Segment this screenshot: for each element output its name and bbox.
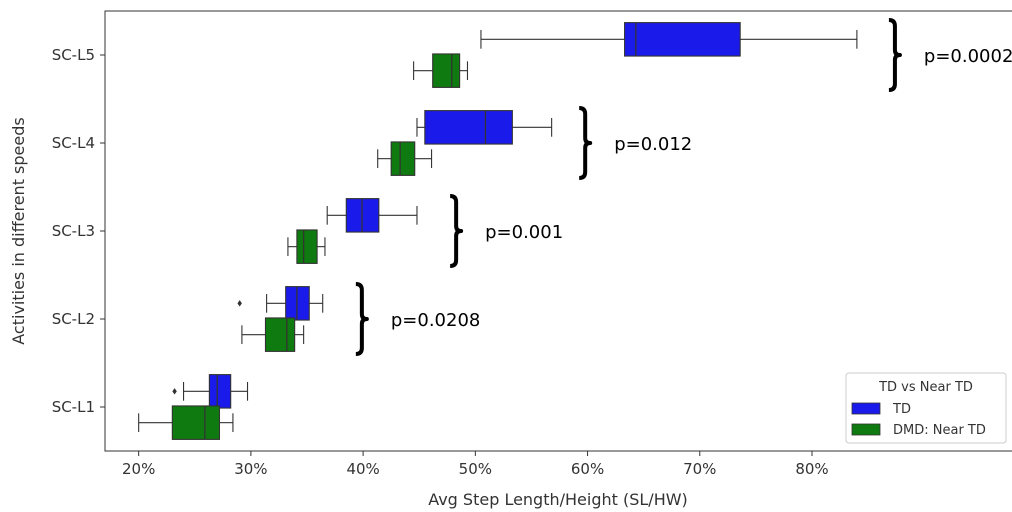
box-dmd-near-td-sc-l4 [377,141,433,176]
legend: TD vs Near TD TD DMD: Near TD [845,372,1007,444]
y-tick-label: SC-L4 [52,134,95,152]
significance-sc-l3: p=0.001 [450,194,563,268]
box-iqr [296,229,318,264]
box-dmd-near-td-sc-l3 [287,229,326,264]
p-value-label: p=0.012 [614,134,692,155]
y-axis-title: Activities in different speeds [9,117,28,344]
y-tick-label: SC-L3 [52,222,95,240]
significance-sc-l4: p=0.012 [579,106,692,180]
box-iqr [171,405,221,440]
legend-swatch-td [851,402,881,415]
p-value-label: p=0.0208 [391,310,481,331]
legend-title: TD vs Near TD [878,380,973,395]
x-tick-label: 20% [122,460,155,478]
y-axis: SC-L5 SC-L4 SC-L3 SC-L2 SC-L1 [52,46,105,416]
box-iqr [424,110,513,145]
box-td-sc-l2 [237,286,324,321]
legend-frame [845,372,1007,444]
box-iqr [624,22,741,57]
brackets-layer: p=0.0002 p=0.012 p=0.001 p=0.0208 [355,18,1012,356]
y-tick-label: SC-L1 [52,398,95,416]
curly-brace [888,18,902,92]
x-tick-label: 50% [459,460,492,478]
x-tick-label: 30% [234,460,267,478]
legend-label-td: TD [892,402,911,417]
box-iqr [264,317,296,352]
p-value-label: p=0.001 [485,222,563,243]
p-value-label: p=0.0002 [924,46,1012,67]
x-tick-label: 80% [795,460,828,478]
boxes-layer [138,22,858,440]
box-td-sc-l1 [172,374,249,409]
box-iqr [432,53,461,88]
x-axis-title: Avg Step Length/Height (SL/HW) [428,490,688,509]
box-td-sc-l4 [416,110,553,145]
legend-label-near-td: DMD: Near TD [893,423,986,438]
box-dmd-near-td-sc-l5 [413,53,469,88]
box-dmd-near-td-sc-l1 [138,405,234,440]
box-iqr [390,141,416,176]
y-tick-label: SC-L2 [52,310,95,328]
y-tick-label: SC-L5 [52,46,95,64]
box-dmd-near-td-sc-l2 [241,317,305,352]
curly-brace [579,106,593,180]
curly-brace [450,194,464,268]
outlier-point [237,300,242,307]
x-tick-label: 60% [571,460,604,478]
significance-sc-l2: p=0.0208 [355,282,481,356]
curly-brace [355,282,369,356]
x-tick-label: 40% [346,460,379,478]
x-axis: 20% 30% 40% 50% 60% 70% 80% [122,451,829,478]
box-td-sc-l3 [326,198,418,233]
box-iqr [208,374,232,409]
box-td-sc-l5 [480,22,858,57]
significance-sc-l5: p=0.0002 [888,18,1012,92]
x-tick-label: 70% [683,460,716,478]
outlier-point [172,388,177,395]
legend-swatch-near-td [851,423,881,436]
